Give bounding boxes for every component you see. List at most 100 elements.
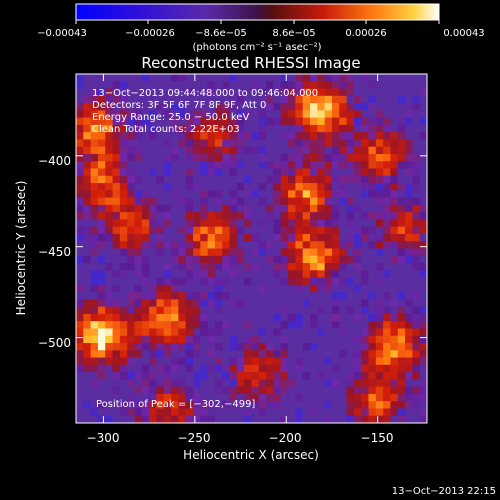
heatmap-cell <box>222 132 231 141</box>
heatmap-cell <box>419 393 427 402</box>
heatmap-cell <box>171 350 179 359</box>
heatmap-cell <box>200 277 209 286</box>
footer-timestamp: 13−Oct−2013 22:15 <box>392 486 496 497</box>
heatmap-cell <box>200 299 209 308</box>
heatmap-cell <box>390 321 399 330</box>
heatmap-cell <box>273 183 282 191</box>
heatmap-cell <box>185 393 194 402</box>
heatmap-cell <box>346 212 355 221</box>
heatmap-cell <box>339 241 348 250</box>
heatmap-cell <box>375 81 384 90</box>
heatmap-cell <box>236 277 245 286</box>
heatmap-cell <box>207 153 216 162</box>
heatmap-cell <box>317 132 326 141</box>
heatmap-cell <box>288 233 296 242</box>
heatmap-cell <box>119 292 128 300</box>
heatmap-cell <box>397 328 406 337</box>
heatmap-cell <box>346 219 355 228</box>
heatmap-cell <box>412 321 421 330</box>
heatmap-cell <box>163 248 172 257</box>
heatmap-cell <box>207 408 216 417</box>
heatmap-cell <box>310 197 318 206</box>
heatmap-cell <box>412 103 421 111</box>
heatmap-cell <box>244 263 253 271</box>
heatmap-cell <box>346 277 355 286</box>
heatmap-cell <box>90 117 99 126</box>
heatmap-cell <box>258 175 267 184</box>
heatmap-cell <box>185 183 194 191</box>
heatmap-cell <box>353 88 362 97</box>
heatmap-cell <box>280 241 289 250</box>
heatmap-cell <box>171 175 179 184</box>
heatmap-cell <box>112 168 121 177</box>
heatmap-cell <box>112 357 121 366</box>
heatmap-cell <box>302 270 311 279</box>
heatmap-cell <box>339 233 348 242</box>
heatmap-cell <box>149 204 158 213</box>
heatmap-cell <box>193 139 201 148</box>
annotation-energy-range: Energy Range: 25.0 − 50.0 keV <box>92 112 249 123</box>
heatmap-cell <box>127 284 136 293</box>
heatmap-cell <box>251 146 260 155</box>
heatmap-cell <box>76 277 84 286</box>
heatmap-cell <box>163 161 172 170</box>
heatmap-cell <box>375 212 384 221</box>
heatmap-cell <box>119 357 128 366</box>
heatmap-cell <box>185 190 194 199</box>
heatmap-cell <box>76 248 84 257</box>
heatmap-cell <box>127 386 136 395</box>
heatmap-cell <box>251 277 260 286</box>
heatmap-cell <box>405 161 413 170</box>
heatmap-cell <box>105 401 114 410</box>
heatmap-cell <box>193 183 201 191</box>
heatmap-cell <box>149 292 158 300</box>
heatmap-cell <box>295 379 304 388</box>
heatmap-cell <box>295 393 304 402</box>
heatmap-cell <box>134 226 143 235</box>
heatmap-cell <box>229 226 238 235</box>
heatmap-cell <box>251 263 260 271</box>
heatmap-cell <box>302 357 311 366</box>
heatmap-cell <box>258 306 267 315</box>
heatmap-cell <box>419 299 427 308</box>
heatmap-cell <box>193 212 201 221</box>
heatmap-cell <box>317 153 326 162</box>
heatmap-cell <box>346 335 355 344</box>
heatmap-cell <box>331 350 340 359</box>
plot-title: Reconstructed RHESSI Image <box>141 54 360 72</box>
heatmap-cell <box>353 219 362 228</box>
heatmap-cell <box>236 95 245 104</box>
heatmap-cell <box>83 139 92 148</box>
heatmap-cell <box>214 95 223 104</box>
heatmap-cell <box>214 386 223 395</box>
heatmap-cell <box>412 124 421 133</box>
heatmap-cell <box>222 241 231 250</box>
y-tick-label: −450 <box>38 245 71 259</box>
heatmap-cell <box>112 81 121 90</box>
heatmap-cell <box>105 379 114 388</box>
heatmap-cell <box>390 81 399 90</box>
heatmap-cell <box>397 74 406 82</box>
heatmap-cell <box>185 95 194 104</box>
heatmap-cell <box>258 117 267 126</box>
heatmap-cell <box>317 313 326 322</box>
heatmap-cell <box>185 124 194 133</box>
heatmap-cell <box>236 183 245 191</box>
heatmap-cell <box>97 226 106 235</box>
heatmap-cell <box>368 124 377 133</box>
heatmap-cell <box>302 292 311 300</box>
heatmap-cell <box>244 212 253 221</box>
heatmap-cell <box>200 328 209 337</box>
heatmap-cell <box>317 74 326 82</box>
heatmap-cell <box>207 88 216 97</box>
heatmap-cell <box>280 197 289 206</box>
heatmap-cell <box>214 204 223 213</box>
heatmap-cell <box>331 139 340 148</box>
heatmap-cell <box>76 212 84 221</box>
heatmap-cell <box>295 124 304 133</box>
heatmap-cell <box>346 132 355 141</box>
heatmap-cell <box>178 306 187 315</box>
heatmap-cell <box>346 103 355 111</box>
heatmap-cell <box>97 183 106 191</box>
heatmap-cell <box>119 306 128 315</box>
